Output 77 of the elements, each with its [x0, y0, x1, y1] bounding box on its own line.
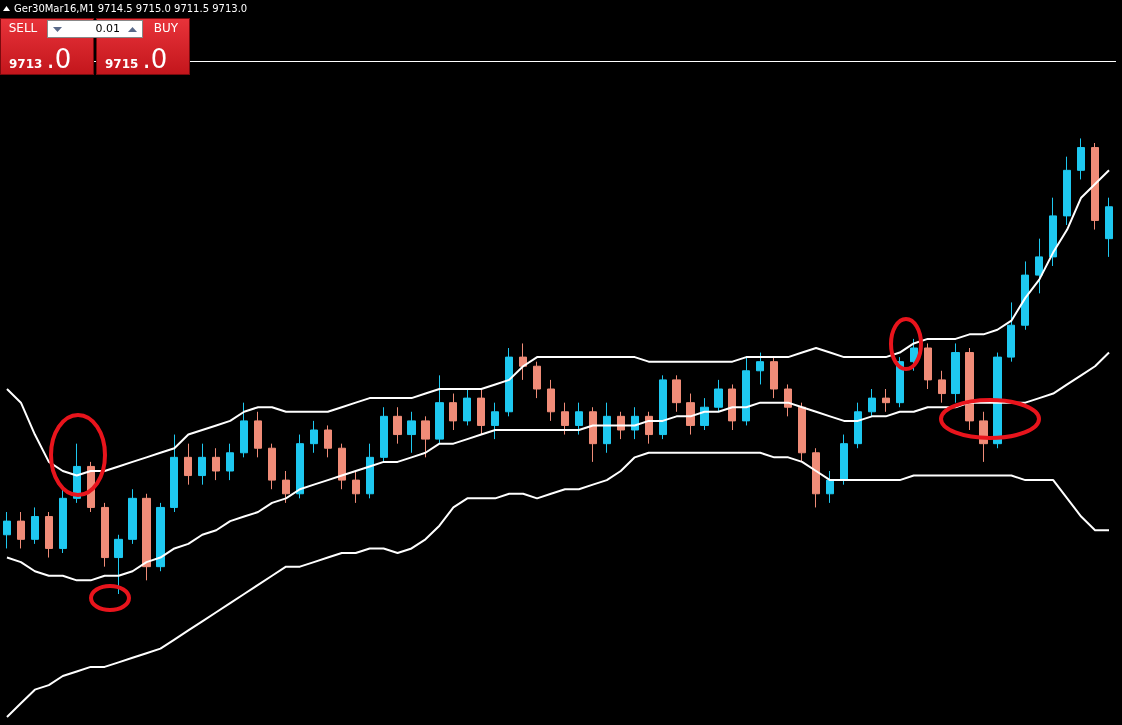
candlestick — [3, 511, 11, 549]
candlestick — [756, 352, 764, 385]
candlestick — [449, 393, 457, 431]
candlestick — [296, 434, 304, 499]
candlestick — [407, 411, 416, 454]
candlestick — [226, 443, 234, 481]
candlestick — [645, 411, 653, 445]
candlestick — [798, 402, 806, 463]
candlestick — [1035, 238, 1043, 294]
chart-title: Ger30Mar16,M1 9714.5 9715.0 9711.5 9713.0 — [14, 3, 248, 14]
candlestick — [854, 402, 862, 449]
candlestick — [784, 383, 792, 417]
candlestick — [714, 379, 723, 413]
candlestick — [366, 443, 374, 499]
candlestick — [212, 447, 220, 481]
candlestick — [435, 374, 444, 445]
candlestick — [142, 493, 151, 581]
candlestick — [254, 411, 262, 458]
candlestick — [700, 397, 709, 431]
candlestick — [1091, 142, 1099, 231]
candlestick — [1063, 156, 1071, 226]
candlestick — [812, 447, 820, 508]
text: BUY — [152, 20, 180, 37]
candlestick — [128, 488, 137, 545]
candlestick — [882, 388, 890, 413]
candlestick — [421, 415, 430, 458]
candlestick — [17, 511, 25, 549]
candlestick — [101, 502, 109, 568]
candlestick — [728, 383, 736, 431]
candlestick — [114, 534, 123, 595]
candlestick — [672, 374, 681, 413]
candlestick — [156, 502, 165, 572]
candlestick — [868, 388, 876, 417]
candlestick — [393, 406, 402, 445]
candlestick — [1049, 197, 1057, 267]
candlestick — [533, 361, 541, 399]
candlestick — [659, 374, 667, 440]
candlestick — [770, 356, 778, 399]
candlestick — [31, 506, 39, 545]
candlestick — [45, 511, 53, 559]
candlestick — [282, 470, 290, 504]
candlestick — [491, 402, 499, 440]
candlestick — [352, 470, 360, 504]
candlestick — [184, 443, 192, 486]
candlestick — [547, 379, 555, 422]
candlestick — [686, 393, 695, 436]
candlestick — [170, 434, 178, 513]
text: 9715.0 — [105, 44, 168, 74]
candlestick — [463, 388, 471, 426]
candlestick — [589, 406, 597, 463]
candlestick — [310, 420, 318, 454]
candlestick — [268, 443, 276, 490]
candlestick — [505, 347, 513, 417]
candlestick — [938, 370, 946, 404]
candlestick — [1105, 197, 1113, 258]
candlestick — [603, 402, 611, 454]
candlestick — [59, 488, 67, 554]
candlestick — [324, 424, 332, 458]
text: 0.01 — [95, 22, 120, 35]
candlestick — [240, 402, 248, 458]
candlestick — [380, 406, 388, 463]
candlestick — [338, 443, 346, 490]
candlestick — [1007, 301, 1015, 363]
candlestick — [924, 342, 932, 390]
candlestick — [575, 402, 583, 436]
candlestick — [742, 356, 750, 426]
text: 9713.0 — [9, 44, 72, 74]
candlestick — [965, 347, 974, 431]
candlestick — [561, 402, 569, 436]
candlestick — [1021, 260, 1029, 331]
candlestick — [1077, 137, 1085, 180]
candlestick — [840, 434, 848, 486]
candlestick — [951, 342, 960, 404]
text: SELL — [7, 20, 39, 37]
candlestick — [198, 443, 206, 486]
candlestick — [826, 470, 834, 504]
candlestick — [477, 388, 485, 436]
